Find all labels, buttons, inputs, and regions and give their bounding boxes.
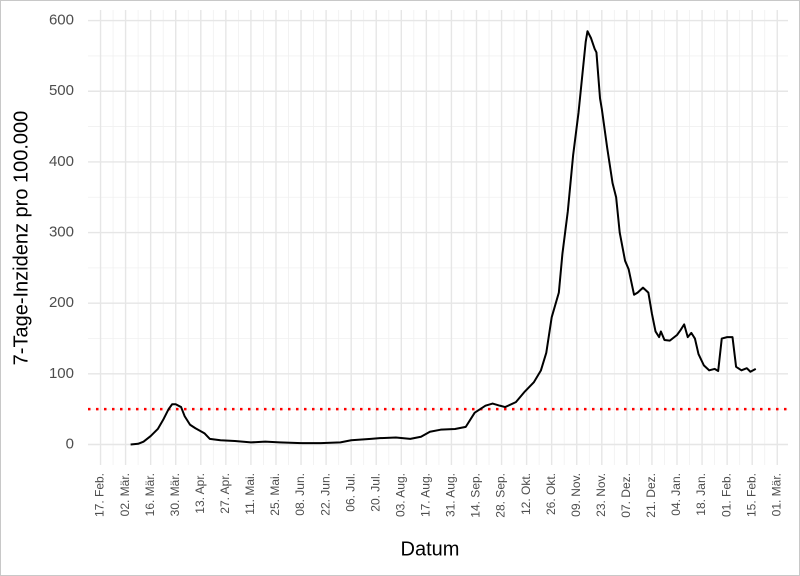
x-tick-label: 07. Dez.	[619, 473, 633, 518]
x-tick-label: 09. Nov.	[569, 473, 583, 517]
y-tick-label: 0	[66, 435, 74, 452]
x-tick-label: 14. Sep.	[469, 473, 483, 518]
x-tick-label: 23. Nov.	[594, 473, 608, 517]
x-tick-label: 08. Jun.	[293, 473, 307, 516]
x-tick-label: 17. Aug.	[419, 473, 433, 517]
x-tick-label: 20. Jul.	[368, 473, 382, 512]
x-tick-label: 18. Jan.	[694, 473, 708, 516]
x-tick-label: 28. Sep.	[494, 473, 508, 518]
x-tick-label: 13. Apr.	[193, 473, 207, 514]
x-tick-label: 01. Feb.	[719, 473, 733, 517]
x-tick-label: 27. Apr.	[218, 473, 232, 514]
y-axis-label: 7-Tage-Inzidenz pro 100.000	[10, 111, 32, 366]
x-tick-label: 16. Mär.	[143, 473, 157, 516]
x-tick-label: 03. Aug.	[393, 473, 407, 517]
x-axis-label: Datum	[401, 538, 460, 560]
y-tick-label: 500	[49, 82, 74, 99]
data-line	[130, 30, 757, 446]
y-tick-label: 100	[49, 365, 74, 382]
x-tick-label: 06. Jul.	[343, 473, 357, 512]
x-tick-label: 04. Jan.	[669, 473, 683, 516]
y-tick-label: 400	[49, 153, 74, 170]
x-tick-label: 22. Jun.	[318, 473, 332, 516]
y-tick-label: 200	[49, 294, 74, 311]
x-tick-label: 30. Mär.	[168, 473, 182, 516]
x-tick-label: 26. Okt.	[544, 473, 558, 515]
x-tick-label: 25. Mai.	[268, 473, 282, 516]
x-tick-label: 11. Mai.	[243, 473, 257, 515]
x-tick-label: 01. Mär.	[769, 473, 783, 516]
x-tick-label: 02. Mär.	[118, 473, 132, 516]
y-tick-label: 300	[49, 224, 74, 241]
x-tick-label: 12. Okt.	[519, 473, 533, 515]
x-tick-label: 15. Feb.	[744, 473, 758, 517]
x-tick-label: 17. Feb.	[93, 473, 107, 517]
x-tick-label: 31. Aug.	[444, 473, 458, 517]
y-tick-label: 600	[49, 12, 74, 29]
x-tick-label: 21. Dez.	[644, 473, 658, 518]
